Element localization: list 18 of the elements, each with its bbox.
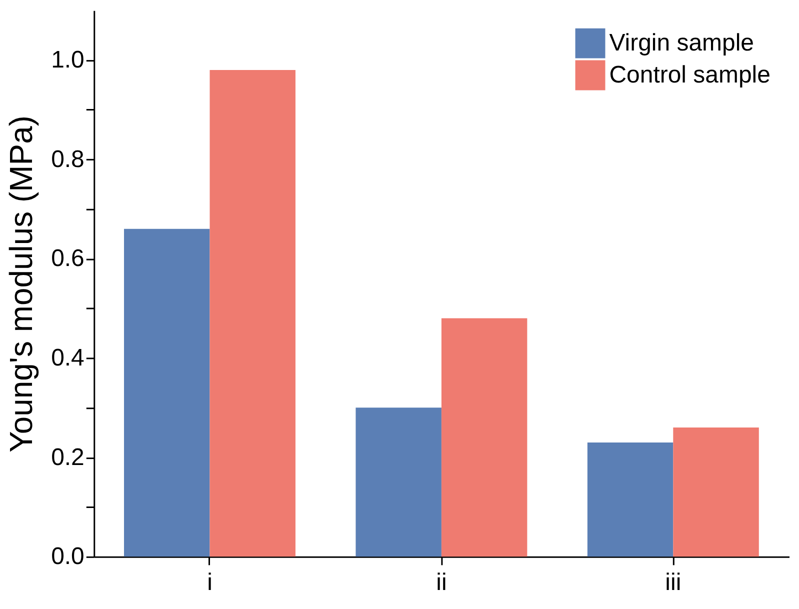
bar [210,70,296,557]
x-tick-label: ii [436,569,447,596]
bar [673,428,759,557]
y-tick-label: 1.0 [51,46,84,74]
y-tick-label: 0.4 [51,344,84,372]
y-tick-label: 0.0 [51,543,84,570]
y-axis-title: Young's modulus (MPa) [3,115,40,453]
legend-label: Control sample [609,61,770,88]
bar [441,318,528,557]
legend-label: Virgin sample [609,29,754,56]
y-tick-label: 0.8 [51,146,84,173]
bar [124,228,210,557]
y-tick-label: 0.2 [51,444,84,471]
y-tick-label: 0.6 [51,245,84,272]
bar [587,442,674,557]
x-tick-label: iii [665,569,682,596]
x-tick-label: i [207,569,212,596]
bar [356,408,442,557]
